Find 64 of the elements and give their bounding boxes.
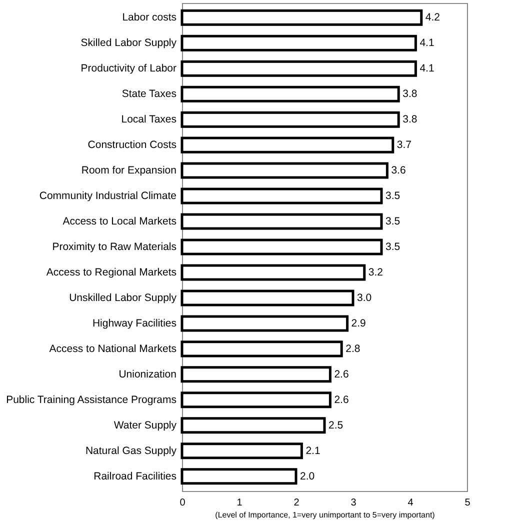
data-label: 3.6 [391,164,406,177]
data-label: 3.0 [357,292,372,304]
bar [180,9,423,26]
y-tick-label: Local Taxes [121,114,176,126]
data-label: 2.5 [328,419,344,432]
bar [180,111,400,128]
bar [180,340,343,358]
bar [180,188,383,204]
bar [180,417,326,434]
y-tick-label: Labor costs [122,12,176,24]
y-tick-label: Access to National Markets [49,342,176,355]
data-label: 3.5 [386,216,400,228]
y-tick-label: Railroad Facilities [94,470,176,482]
bar [180,238,383,256]
data-label: 2.9 [351,317,366,330]
data-label: 3.8 [402,88,418,100]
bar [180,392,332,408]
data-label: 3.2 [368,266,384,278]
data-label: 2.6 [334,394,349,406]
y-tick-label: Community Industrial Climate [39,190,177,202]
bar [180,366,332,383]
data-label: 4.1 [420,62,434,75]
data-label: 3.7 [396,139,412,152]
data-label: 2.6 [334,368,349,380]
data-label: 2.8 [346,342,360,355]
bar [180,34,417,52]
y-tick-label: Access to Local Markets [62,216,176,228]
bar [180,213,383,230]
bar [180,468,298,485]
y-tick-label: Room for Expansion [81,164,177,177]
y-tick-label: Unskilled Labor Supply [69,292,178,304]
data-label: 2.0 [300,470,315,482]
x-tick-label: 1 [236,498,243,508]
y-tick-label: Unionization [118,368,177,380]
y-tick-label: Water Supply [114,419,178,432]
x-tick-label: 3 [350,498,357,508]
data-label: 3.5 [386,241,400,253]
x-tick-label: 4 [408,498,414,508]
x-tick-label: 2 [294,498,300,508]
data-label: 3.8 [402,114,418,126]
y-tick-label: Public Training Assistance Programs [6,394,176,406]
bar [180,264,366,281]
x-tick-label: 0 [180,498,186,508]
bar [180,315,349,332]
bar [180,60,417,77]
x-axis-title: (Level of Importance, 1=very unimportant to 5=very important) [215,510,436,520]
bar [180,162,388,179]
y-tick-label: Proximity to Raw Materials [52,241,176,253]
x-tick-label: 5 [464,498,471,508]
y-tick-label: Productivity of Labor [80,62,177,75]
bar [180,442,303,460]
y-tick-label: Highway Facilities [92,317,176,330]
y-tick-label: Natural Gas Supply [85,444,178,457]
y-tick-label: Construction Costs [88,139,176,152]
data-label: 4.1 [420,37,434,50]
bar [180,86,400,102]
bar [180,290,354,306]
y-tick-label: Skilled Labor Supply [80,37,178,50]
data-label: 3.5 [386,190,400,202]
data-label: 4.2 [425,12,440,24]
bar [180,136,394,154]
y-tick-label: Access to Regional Markets [46,266,176,278]
y-tick-label: State Taxes [122,88,176,100]
data-label: 2.1 [306,444,320,457]
